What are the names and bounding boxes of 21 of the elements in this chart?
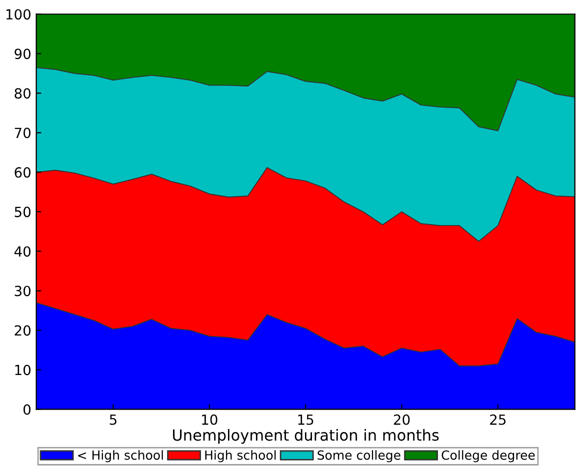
x-tick-label: 5	[110, 414, 116, 425]
legend-label: < High school	[78, 450, 163, 462]
x-tick-label: 20	[394, 414, 410, 425]
y-tick-label: 30	[14, 286, 31, 296]
y-tick-label: 50	[14, 206, 31, 218]
y-tick-label: 60	[14, 167, 31, 178]
y-tick-label: 20	[14, 325, 31, 336]
y-tick-label: 90	[14, 48, 31, 60]
y-tick-label: 80	[14, 88, 31, 99]
legend-label: Some college	[318, 450, 400, 462]
y-tick-label: 40	[14, 246, 31, 257]
legend-label: High school	[205, 450, 276, 462]
x-axis-title: Unemployment duration in months	[173, 428, 439, 444]
x-tick-label: 10	[202, 414, 218, 425]
y-tick-label: 70	[14, 128, 31, 138]
y-tick-label: 10	[15, 364, 31, 376]
y-tick-label: 0	[24, 404, 31, 415]
legend-label: College degree	[442, 450, 535, 462]
x-tick-label: 25	[490, 414, 506, 425]
y-tick-label: 100	[6, 9, 31, 20]
x-tick-label: 15	[298, 414, 314, 425]
